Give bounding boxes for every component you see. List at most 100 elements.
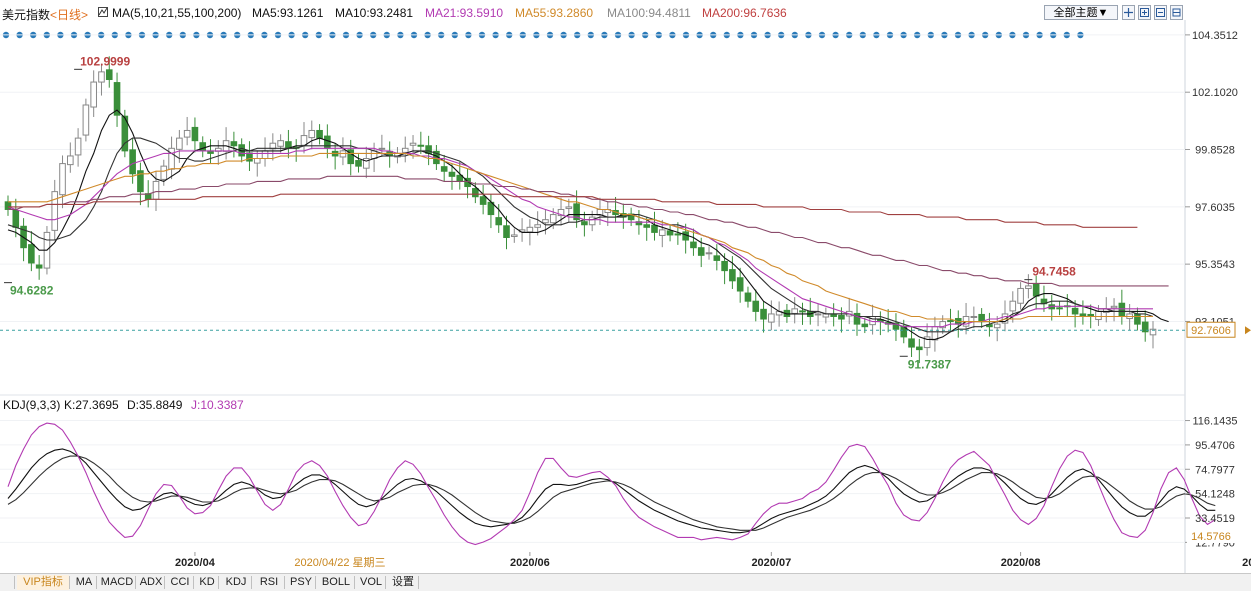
zoom-in-icon[interactable] [1138, 5, 1151, 20]
fit-view-icon[interactable] [1170, 5, 1183, 20]
ma200-line [8, 193, 1138, 228]
candle-down [721, 260, 728, 272]
tab-macd[interactable]: MACD [100, 576, 134, 588]
ma-title: MA(5,10,21,55,100,200) [112, 6, 242, 20]
candle-up [549, 214, 557, 224]
tab-vol[interactable]: VOL [359, 576, 382, 588]
tab-vip指标[interactable]: VIP指标 [17, 575, 69, 590]
candle-up [1017, 287, 1024, 304]
candle-down [666, 230, 674, 236]
candle-down [105, 69, 113, 81]
tab-separator [164, 576, 165, 589]
candle-up [378, 147, 386, 150]
candle-down [573, 203, 580, 221]
tab-separator [218, 576, 219, 589]
kdj-j-value: J:10.3387 [191, 398, 244, 412]
tab-设置[interactable]: 设置 [392, 576, 414, 588]
candle-down [495, 217, 503, 226]
candle-down [581, 221, 588, 226]
candle-down [199, 142, 207, 152]
tab-handle[interactable] [2, 575, 14, 590]
candle-down [246, 152, 253, 162]
ma100-line [8, 175, 1169, 287]
candle-up [176, 137, 183, 150]
candle-down [230, 141, 238, 147]
candle-up [658, 229, 666, 236]
price-axis-label: 102.1020 [1192, 87, 1238, 99]
tab-boll[interactable]: BOLL [321, 576, 351, 588]
candle-down [1056, 307, 1063, 310]
price-axis-label: 99.8528 [1195, 145, 1235, 157]
last-price-marker [1245, 326, 1251, 335]
zoom-out-icon[interactable] [1154, 5, 1167, 20]
candle-down [28, 244, 35, 264]
candle-down [347, 149, 355, 165]
candle-up [534, 224, 541, 228]
tab-separator [251, 576, 252, 589]
candle-up [82, 104, 90, 136]
ma21-line [7, 147, 1153, 328]
low-annotation-sep: 91.7387 [908, 357, 952, 371]
kdj-axis-label: 95.4706 [1195, 440, 1235, 452]
last-price-box [1186, 321, 1236, 338]
candle-down [744, 292, 752, 302]
candle-down [908, 338, 915, 348]
tab-ma[interactable]: MA [75, 576, 93, 588]
candle-down [713, 255, 721, 261]
ma5-value: MA5:93.1261 [252, 6, 324, 20]
kdj-title: KDJ(9,3,3) [3, 398, 61, 412]
kdj-axis-label: 33.4519 [1195, 513, 1235, 525]
candle-up [277, 140, 284, 147]
candle-down [947, 320, 954, 323]
ma100-value: MA100:94.4811 [607, 6, 691, 20]
last-price-label: 92.7606 [1191, 325, 1231, 337]
candle-up [1095, 310, 1102, 321]
candle-down [472, 188, 479, 198]
candle-up [1009, 300, 1017, 312]
price-axis-label: 95.3543 [1195, 259, 1235, 271]
candle-down [892, 322, 900, 330]
tab-cci[interactable]: CCI [170, 576, 190, 588]
tab-rsi[interactable]: RSI [259, 576, 279, 588]
candle-up [160, 165, 168, 180]
price-pane: 102.9999 94.6282 91.7387 94.7458 [0, 34, 1185, 371]
tab-psy[interactable]: PSY [289, 576, 312, 588]
candle-down [643, 224, 651, 228]
ma-toggle-icon[interactable] [98, 7, 108, 17]
crosshair-date-label: 2020/04/22 星期三 [294, 556, 385, 569]
theme-dropdown-button[interactable]: 全部主题▼ [1044, 5, 1118, 20]
candle-down [137, 170, 144, 193]
tab-separator [14, 576, 15, 589]
date-axis-label: 2020/09 [1242, 557, 1251, 569]
candle-down [448, 171, 456, 177]
chart-canvas[interactable]: 102.9999 94.6282 91.7387 94.7458 104.3512 10… [0, 0, 1251, 573]
tab-kdj[interactable]: KDJ [225, 576, 247, 588]
kdj-axis-label: 116.1435 [1192, 416, 1237, 428]
candle-up [705, 252, 713, 255]
crosshair-tool-icon[interactable] [1122, 5, 1135, 20]
date-axis-label: 2020/08 [1001, 557, 1041, 569]
candle-down [113, 82, 121, 116]
axes: 104.3512102.102099.852897.603595.354393.… [175, 30, 1251, 569]
candle-down [830, 314, 837, 317]
date-axis-label: 2020/06 [510, 557, 550, 569]
candle-down [861, 323, 869, 328]
tab-kd[interactable]: KD [199, 576, 215, 588]
candle-up [253, 158, 261, 164]
candle-down [4, 201, 12, 210]
ma55-line [8, 152, 1153, 323]
j-value-label: 14.5766 [1191, 531, 1231, 543]
candle-down [736, 277, 744, 292]
tab-separator [418, 576, 419, 589]
ma10-value: MA10:93.2481 [335, 6, 414, 20]
candle-up [51, 191, 59, 231]
candle-up [59, 163, 66, 196]
candle-up [300, 135, 308, 146]
indicator-tab-bar: VIP指标 MA MACD ADX CCI KD KDJ RSI PSY BOLL VOL 设置 [0, 573, 1251, 591]
candle-down [853, 312, 861, 325]
candle-down [503, 225, 510, 238]
candle-down [355, 160, 362, 167]
tab-adx[interactable]: ADX [139, 576, 163, 588]
period-selector[interactable]: <日线> [50, 8, 89, 22]
